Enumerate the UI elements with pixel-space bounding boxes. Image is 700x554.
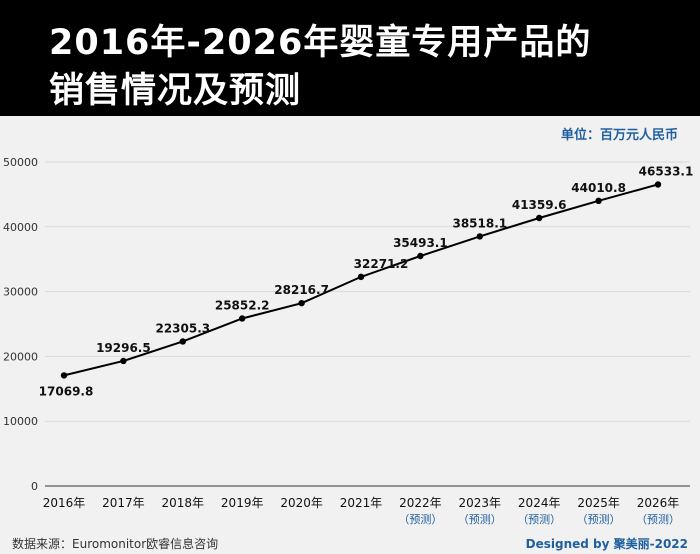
data-point — [239, 315, 246, 322]
data-label: 19296.5 — [96, 341, 151, 355]
data-point — [120, 357, 127, 365]
x-tick-label: 2022年 — [399, 496, 442, 510]
title-banner: 2016年-2026年婴童专用产品的 销售情况及预测 — [0, 0, 700, 116]
data-point — [357, 273, 365, 281]
x-tick-label: 2019年 — [221, 496, 264, 510]
x-tick-label: 2024年 — [518, 496, 561, 510]
x-tick-sublabel: （预测） — [577, 513, 621, 526]
data-label: 22305.3 — [155, 321, 210, 335]
x-tick-label: 2023年 — [459, 496, 502, 510]
x-tick-sublabel: （预测） — [636, 513, 680, 526]
x-tick-sublabel: （预测） — [458, 513, 502, 526]
data-label: 17069.8 — [39, 384, 94, 398]
data-label: 35493.1 — [393, 236, 448, 250]
x-tick-label: 2020年 — [280, 496, 323, 510]
data-label: 44010.8 — [571, 181, 626, 195]
data-point — [60, 372, 68, 379]
data-label: 46533.1 — [639, 164, 694, 178]
source-note: 数据来源：Euromonitor欧睿信息咨询 — [12, 537, 219, 551]
x-tick-label: 2026年 — [637, 496, 680, 510]
data-point — [298, 299, 305, 307]
y-tick-label: 10000 — [3, 415, 38, 428]
data-point — [476, 233, 483, 240]
unit-label: 单位：百万元人民币 — [560, 128, 678, 143]
data-point — [595, 197, 602, 205]
data-label: 28216.7 — [274, 283, 329, 297]
data-label: 41359.6 — [512, 198, 567, 212]
y-tick-label: 50000 — [3, 156, 38, 169]
data-point — [536, 214, 543, 222]
data-label: 38518.1 — [452, 216, 507, 230]
x-tick-label: 2018年 — [162, 496, 205, 510]
x-tick-sublabel: （预测） — [517, 513, 561, 526]
y-tick-label: 30000 — [3, 286, 38, 299]
data-point — [179, 338, 186, 345]
x-tick-label: 2017年 — [102, 496, 145, 510]
chart-title-line-2: 销售情况及预测 — [49, 71, 302, 111]
x-tick-label: 2025年 — [577, 496, 620, 510]
data-label: 32271.2 — [354, 257, 409, 271]
y-tick-label: 0 — [31, 480, 38, 493]
x-tick-label: 2016年 — [43, 496, 86, 510]
x-tick-sublabel: （预测） — [398, 513, 442, 526]
y-tick-label: 20000 — [3, 350, 38, 363]
data-point — [654, 181, 662, 188]
data-label: 25852.2 — [215, 298, 270, 312]
x-tick-label: 2021年 — [340, 496, 383, 510]
data-point — [417, 252, 424, 260]
designer-credit: Designed by 聚美丽-2022 — [525, 537, 688, 551]
chart-title-line-1: 2016年-2026年婴童专用产品的 — [49, 23, 592, 63]
y-tick-label: 40000 — [3, 221, 38, 234]
